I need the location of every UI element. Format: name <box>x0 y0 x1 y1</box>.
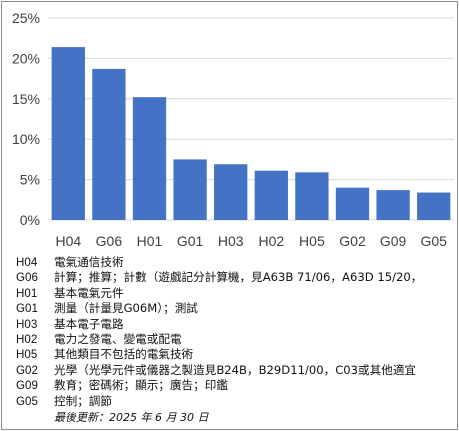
bar-g01 <box>173 159 207 220</box>
bar-chart: 0% 5% 10% 15% 20% 25% H04 G06 H01 G01 H03 H02 H05 G0… <box>12 10 454 249</box>
x-tick-label: H05 <box>299 233 325 249</box>
legend-code: H01 <box>16 286 38 300</box>
legend-code: H04 <box>16 256 38 269</box>
bar-h02 <box>254 170 288 220</box>
legend-description: 電氣通信技術 <box>54 255 124 269</box>
bar-h01 <box>132 97 167 220</box>
bar-g06 <box>92 68 126 221</box>
legend-row: G02 光學（光學元件或儀器之製造見B24B，B29D11/00，C03或其他適宜 <box>16 363 456 378</box>
y-tick-label: 20% <box>12 50 40 66</box>
legend-code: G02 <box>16 363 38 377</box>
legend-description: 基本電氣元件 <box>54 285 124 300</box>
x-tick-label: G06 <box>96 233 123 249</box>
bar-g05 <box>417 192 451 220</box>
legend-code: H05 <box>16 348 38 362</box>
legend-code: G09 <box>16 379 38 393</box>
legend-description: 基本電子電路 <box>54 316 124 331</box>
bar-g02 <box>335 187 370 220</box>
legend-code: H03 <box>16 317 38 331</box>
legend-row: G01 測量（計量見G06M）；測試 <box>16 301 456 316</box>
x-tick-label: G01 <box>177 233 204 249</box>
x-tick-label: G05 <box>420 233 447 249</box>
bar-g09 <box>376 190 410 220</box>
x-tick-label: H02 <box>258 233 284 249</box>
y-tick-label: 15% <box>12 91 40 107</box>
y-axis-ticks: 0% 5% 10% 15% 20% 25% <box>12 10 40 228</box>
legend-code: G05 <box>16 394 38 408</box>
legend-code: G06 <box>16 271 38 285</box>
code-legend: H04 電氣通信技術 G06 計算；推算；計數（遊戲記分計算機，見A63B 71/06… <box>16 255 456 409</box>
bar-h04 <box>51 47 85 221</box>
legend-row: H01 基本電氣元件 <box>16 286 456 301</box>
legend-description: 光學（光學元件或儀器之製造見B24B，B29D11/00，C03或其他適宜 <box>54 362 417 377</box>
legend-code: G01 <box>16 302 38 316</box>
y-tick-label: 0% <box>20 212 40 228</box>
legend-row: H05 其他類目不包括的電氣技術 <box>16 347 456 362</box>
legend-row: H02 電力之發電、變電或配電 <box>16 332 456 347</box>
legend-code: H02 <box>16 332 38 346</box>
y-tick-label: 10% <box>12 131 40 147</box>
legend-row: G09 教育；密碼術；顯示；廣告；印鑑 <box>16 378 456 393</box>
last-updated: 最後更新：2025 年 6 月 30 日 <box>54 411 209 424</box>
x-tick-label: H01 <box>137 233 163 249</box>
legend-description: 控制；調節 <box>54 393 112 408</box>
legend-row: H03 基本電子電路 <box>16 317 456 332</box>
x-axis-ticks: H04 G06 H01 G01 H03 H02 H05 G02 G09 G05 <box>55 233 447 249</box>
y-tick-label: 25% <box>12 10 40 26</box>
x-tick-label: G09 <box>380 233 407 249</box>
bars <box>51 47 451 221</box>
legend-description: 計算；推算；計數（遊戲記分計算機，見A63B 71/06，A63D 15/20， <box>54 270 423 285</box>
legend-row: H04 電氣通信技術 <box>16 255 456 270</box>
legend-row: G05 控制；調節 <box>16 394 456 409</box>
x-tick-label: H03 <box>218 233 244 249</box>
legend-row: G06 計算；推算；計數（遊戲記分計算機，見A63B 71/06，A63D 15/… <box>16 270 456 285</box>
bar-h03 <box>214 164 248 220</box>
x-tick-label: G02 <box>339 233 366 249</box>
bar-h05 <box>295 172 329 220</box>
legend-description: 測量（計量見G06M）；測試 <box>54 301 198 316</box>
legend-description: 其他類目不包括的電氣技術 <box>54 347 194 362</box>
x-tick-label: H04 <box>55 233 81 249</box>
legend-description: 電力之發電、變電或配電 <box>54 331 182 346</box>
legend-description: 教育；密碼術；顯示；廣告；印鑑 <box>54 378 228 393</box>
y-tick-label: 5% <box>20 172 40 188</box>
